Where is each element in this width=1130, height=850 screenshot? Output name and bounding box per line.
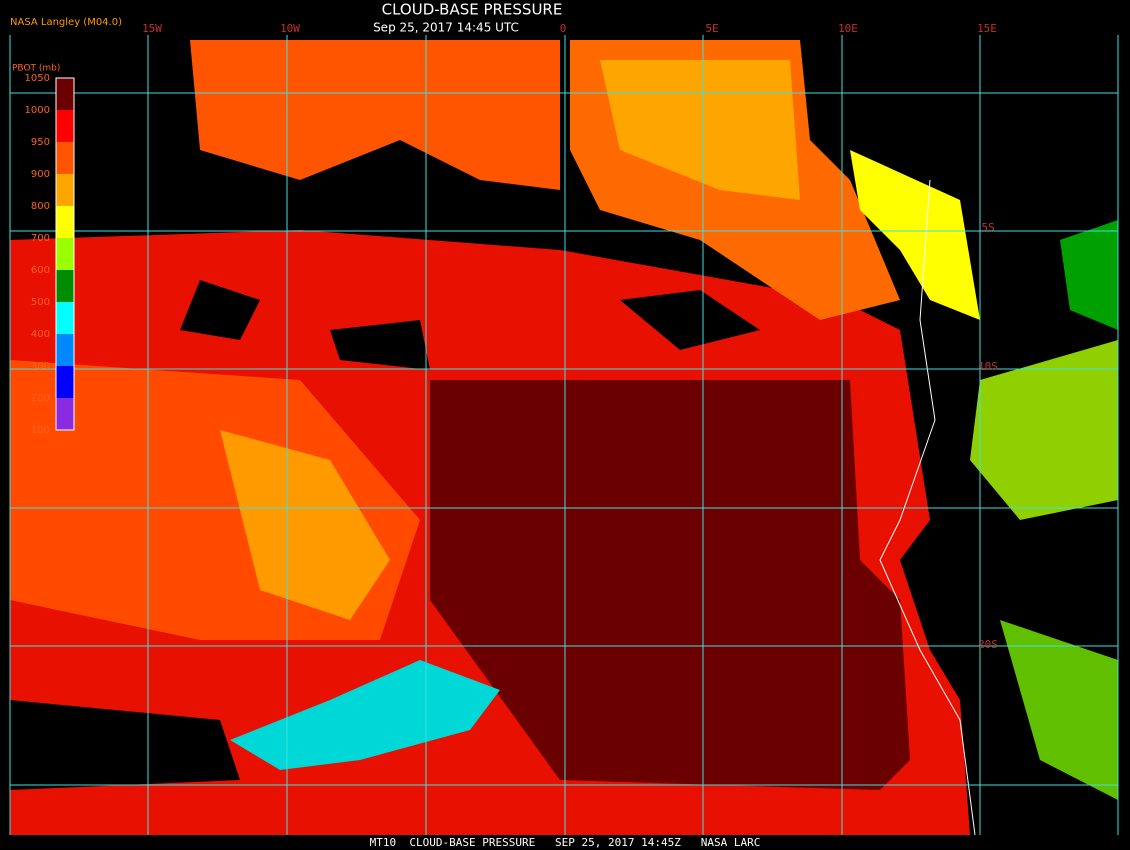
cloud-layer-green bbox=[1000, 620, 1118, 800]
title: CLOUD-BASE PRESSURE bbox=[382, 1, 563, 19]
cloud-layer-orange bbox=[190, 40, 560, 190]
cloud-layer-cyan bbox=[230, 660, 500, 770]
legend-swatch bbox=[56, 238, 74, 270]
legend-label: 700 bbox=[31, 233, 50, 244]
longitude-label: 10E bbox=[838, 22, 858, 35]
cloud-layer-yellow bbox=[850, 150, 980, 320]
source: NASA Langley (M04.0) bbox=[10, 17, 122, 28]
legend-label: 950 bbox=[31, 137, 50, 148]
cloud-layer-amber bbox=[220, 430, 390, 620]
longitude-label: 15W bbox=[142, 22, 162, 35]
legend-swatch bbox=[56, 366, 74, 398]
legend-swatch bbox=[56, 142, 74, 174]
imagery bbox=[10, 35, 1118, 836]
legend-label: 500 bbox=[31, 297, 50, 308]
legend-swatch bbox=[56, 206, 74, 238]
legend-swatch bbox=[56, 398, 74, 430]
legend-label: 900 bbox=[31, 169, 50, 180]
legend-swatch bbox=[56, 78, 74, 110]
latitude-label: 10S bbox=[978, 360, 998, 373]
graticule: 15W 10W 0 5E 10E 15E 5S 10S 20S bbox=[9, 22, 1119, 835]
cloud-layer-amber bbox=[600, 60, 800, 200]
legend-swatch bbox=[56, 302, 74, 334]
legend-label: 200 bbox=[31, 393, 50, 404]
longitude-label: 0 bbox=[560, 22, 567, 35]
legend-label: 600 bbox=[31, 265, 50, 276]
legend-title: PBOT (mb) bbox=[12, 64, 60, 74]
legend-swatch bbox=[56, 270, 74, 302]
legend-label: 100 bbox=[31, 425, 50, 436]
legend-label: 1050 bbox=[25, 73, 50, 84]
legend-label: 1000 bbox=[25, 105, 50, 116]
latitude-label: 5S bbox=[981, 221, 994, 234]
cloud-layer-maroon bbox=[430, 380, 910, 790]
legend-label: 300 bbox=[31, 361, 50, 372]
longitude-label: 15E bbox=[977, 22, 997, 35]
longitude-label: 5E bbox=[705, 22, 718, 35]
footer: MT10 CLOUD-BASE PRESSURE SEP 25, 2017 14… bbox=[370, 836, 761, 849]
longitude-label: 10W bbox=[280, 22, 300, 35]
legend-swatch bbox=[56, 334, 74, 366]
cloud-layer-green bbox=[970, 340, 1118, 520]
legend-label: 800 bbox=[31, 201, 50, 212]
legend-label: 400 bbox=[31, 329, 50, 340]
legend-swatch bbox=[56, 110, 74, 142]
legend: 1050 1000 950 900 800 700 600 500 400 300 200 100 bbox=[25, 73, 75, 436]
subtitle: Sep 25, 2017 14:45 UTC bbox=[373, 21, 519, 35]
latitude-label: 20S bbox=[978, 638, 998, 651]
legend-swatch bbox=[56, 174, 74, 206]
clear-sky bbox=[10, 700, 240, 790]
coastline bbox=[879, 179, 976, 836]
legend-border bbox=[55, 77, 75, 431]
cloud-layer-green bbox=[1060, 220, 1118, 330]
